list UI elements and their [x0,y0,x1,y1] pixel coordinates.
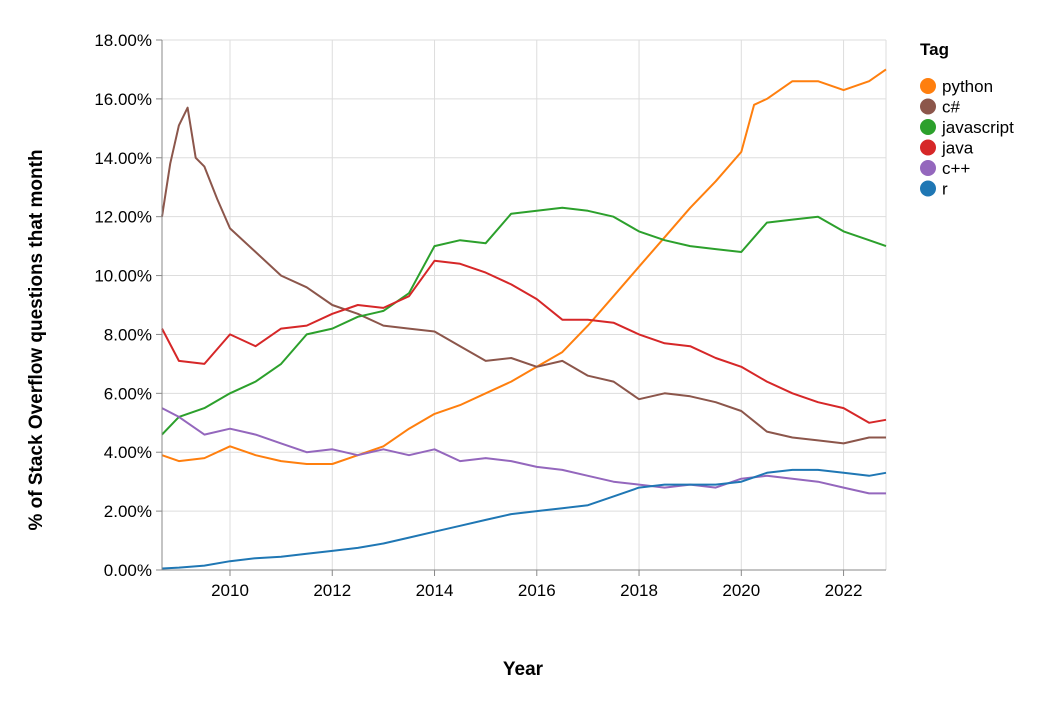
x-tick-label: 2020 [722,581,760,600]
y-tick-label: 10.00% [94,267,152,286]
legend-swatch [920,98,936,115]
y-tick-label: 0.00% [104,561,152,580]
legend-label: java [941,139,974,158]
axes: 0.00% 2.00% 4.00% 6.00% 8.00% 10.00% 12.00% 14.… [94,31,886,600]
legend-swatch [920,139,936,156]
x-tick-label: 2018 [620,581,658,600]
x-tick-label: 2016 [518,581,556,600]
series-line-csharp [161,106,886,445]
legend-swatch [920,78,936,94]
y-tick-label: 16.00% [94,90,152,109]
legend-label: javascript [941,118,1014,137]
x-tick-label: 2012 [313,581,351,600]
series-line-java [161,259,887,424]
y-tick-label: 18.00% [94,31,152,50]
x-tick-label: 2010 [211,581,249,600]
y-tick-label: 14.00% [94,149,152,168]
series-line-javascript [161,206,887,436]
y-tick-label: 8.00% [104,325,152,344]
x-tick-label: 2014 [416,581,454,600]
gridlines [162,39,887,571]
y-tick-label: 2.00% [104,502,152,521]
y-tick-label: 6.00% [104,384,152,403]
legend-swatch [920,119,936,135]
legend-swatch [920,180,936,197]
legend-title: Tag [920,40,949,59]
legend-label: r [942,180,948,199]
series-lines [161,68,887,570]
x-axis-title: Year [503,659,544,680]
y-axis-title: % of Stack Overflow questions that month [26,149,47,530]
x-tick-label: 2022 [825,581,863,600]
y-tick-label: 12.00% [94,208,152,227]
y-tick-label: 4.00% [104,443,152,462]
series-line-r [161,468,887,570]
legend-swatch [920,160,936,176]
legend-label: c++ [942,159,970,178]
legend-label: python [942,77,993,96]
legend-label: c# [942,98,961,117]
series-line-cplusplus [161,407,886,495]
